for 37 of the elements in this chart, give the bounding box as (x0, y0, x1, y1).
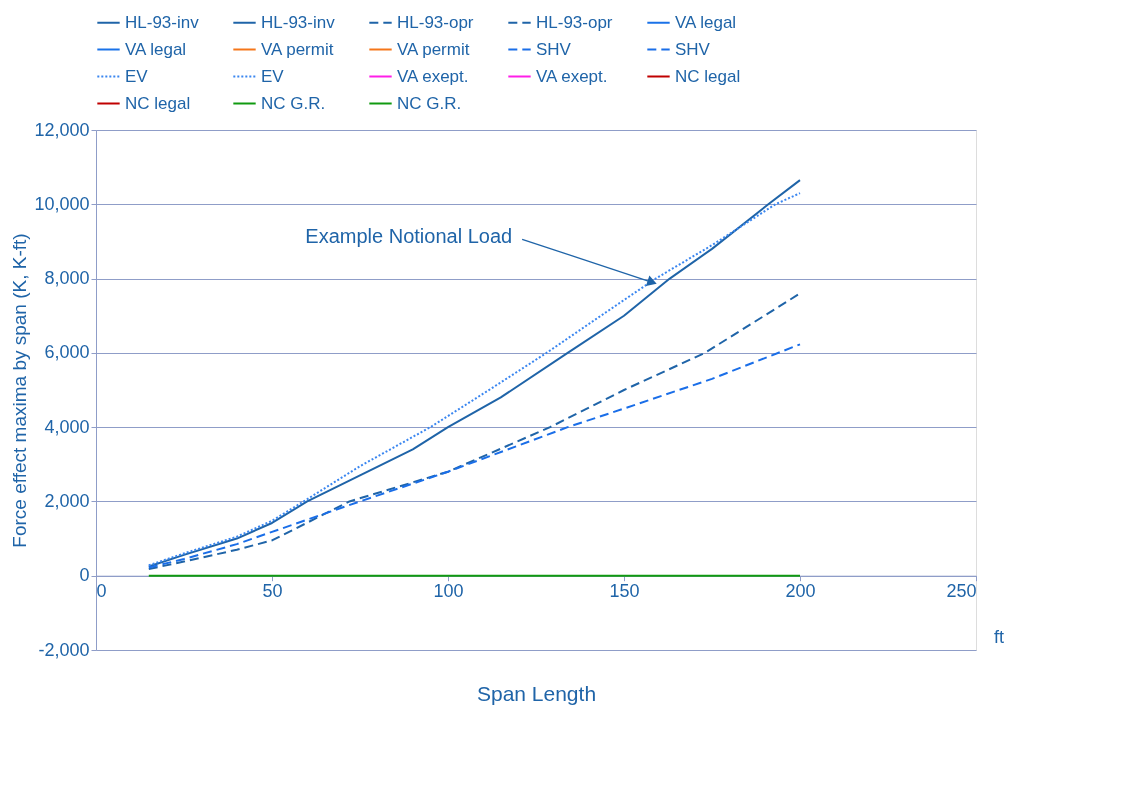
legend-label: HL-93-inv (125, 12, 200, 32)
y-tick-label: 0 (79, 565, 90, 586)
legend-label: VA permit (397, 39, 470, 59)
y-tick-label: 4,000 (44, 416, 90, 437)
legend-label: VA legal (125, 39, 187, 59)
x-tick-label: 0 (96, 581, 107, 602)
legend-label: HL-93-opr (397, 12, 474, 32)
y-tick-label: -2,000 (38, 639, 90, 660)
legend-label: EV (261, 66, 285, 86)
x-tick-label: 50 (262, 581, 283, 602)
x-tick-label: 250 (946, 581, 977, 602)
y-tick-label: 12,000 (34, 119, 90, 140)
legend-label: NC G.R. (261, 93, 326, 113)
legend-label: EV (125, 66, 149, 86)
legend-label: HL-93-opr (536, 12, 613, 32)
legend-label: SHV (675, 39, 711, 59)
text: ft (994, 627, 1005, 647)
line-series (147, 343, 801, 569)
x-tick-label: 150 (609, 581, 640, 602)
y-tick-label: 10,000 (34, 193, 90, 214)
y-tick-label: 6,000 (44, 342, 90, 363)
y-tick-label: 8,000 (44, 268, 90, 289)
legend-label: VA permit (261, 39, 334, 59)
annotation: Example Notional Load (305, 225, 513, 248)
y-axis-title: Force effect maxima by span (K, K-ft) (9, 233, 31, 548)
legend-label: NC G.R. (397, 93, 462, 113)
legend-label: NC legal (125, 93, 191, 113)
legend-label: VA legal (675, 12, 737, 32)
legend-label: VA exept. (397, 66, 469, 86)
legend-label: HL-93-inv (261, 12, 336, 32)
legend-label: VA exept. (536, 66, 608, 86)
legend-label: SHV (536, 39, 572, 59)
legend-label: NC legal (675, 66, 741, 86)
x-axis-title: Span Length (476, 681, 597, 705)
y-tick-label: 2,000 (44, 490, 90, 511)
x-tick-label: 100 (433, 581, 464, 602)
x-tick-label: 200 (785, 581, 816, 602)
